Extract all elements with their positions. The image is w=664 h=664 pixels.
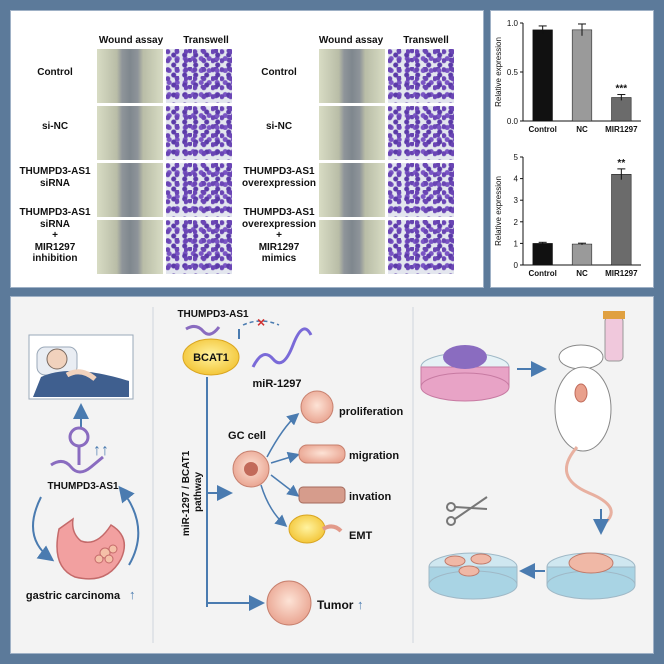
- transwell-image: [388, 163, 454, 217]
- right-row-label: THUMPD3-AS1 overexpression + MIR1297 mim…: [242, 207, 316, 264]
- right-transwell-header: Transwell: [403, 35, 449, 46]
- mirna-icon: [251, 327, 313, 368]
- petri-dish-cells: [420, 345, 510, 402]
- x-tick-label: Control: [528, 269, 556, 278]
- lncrna-top-icon: [185, 324, 221, 336]
- pathway-line: pathway: [193, 472, 204, 512]
- x-tick-label: MIR1297: [605, 125, 638, 134]
- wound-image: [319, 163, 385, 217]
- wound-image: [97, 106, 163, 160]
- lncrna-icon: [50, 426, 104, 474]
- significance-label: **: [617, 158, 625, 169]
- right-wound-header: Wound assay: [318, 35, 384, 46]
- migration-label: migration: [349, 450, 399, 462]
- transwell-image: [166, 220, 232, 274]
- patient-icon: [28, 334, 134, 400]
- bar: [532, 243, 553, 266]
- migration-icon: [298, 444, 346, 464]
- right-row-label: si-NC: [265, 121, 293, 132]
- thumpd3-top-label: THUMPD3-AS1: [177, 309, 249, 320]
- wound-image: [97, 163, 163, 217]
- lncrna-label: THUMPD3-AS1: [47, 481, 119, 492]
- pathway-line: miR-1297 / BCAT1: [181, 450, 192, 536]
- transwell-image: [388, 49, 454, 103]
- x-tick-label: MIR1297: [605, 269, 638, 278]
- y-tick-label: 5: [514, 153, 519, 162]
- left-wound-header: Wound assay: [98, 35, 164, 46]
- wound-image: [319, 49, 385, 103]
- emt-label: EMT: [349, 530, 373, 542]
- transwell-image: [166, 106, 232, 160]
- mir-label: miR-1297: [253, 378, 302, 390]
- y-tick-label: 4: [514, 175, 519, 184]
- left-row-label: THUMPD3-AS1 siRNA + MIR1297 inhibition: [19, 207, 91, 264]
- bar: [532, 29, 553, 122]
- bar: [571, 29, 593, 122]
- left-row-label: Control: [37, 67, 73, 78]
- left-transwell-header: Transwell: [183, 35, 229, 46]
- y-tick-label: 0: [514, 261, 519, 270]
- left-row-label: THUMPD3-AS1 siRNA: [19, 166, 91, 189]
- wound-image: [319, 220, 385, 274]
- bar: [611, 97, 632, 122]
- proliferation-icon: [300, 390, 334, 424]
- proliferation-label: proliferation: [339, 406, 403, 418]
- gc-cell-label: GC cell: [228, 430, 266, 442]
- x-tick-label: Control: [528, 125, 556, 134]
- dish-tumors-left: [428, 552, 518, 600]
- bar-charts: 0.0 0.5 1.0 Relative expression Control NC MIR…: [494, 19, 641, 278]
- wound-image: [97, 220, 163, 274]
- right-row-label: Control: [261, 67, 297, 78]
- wound-image: [97, 49, 163, 103]
- scissors-icon: [446, 496, 488, 526]
- transwell-image: [166, 49, 232, 103]
- pathway-label: miR-1297 / BCAT1 pathway: [181, 448, 204, 536]
- y-tick-label: 1: [514, 239, 519, 248]
- mechanism-diagram: ↑↑ THUMPD3-AS1 gastric carcinoma ↑ THUMP…: [26, 307, 636, 643]
- dish-tumor-right: [546, 552, 636, 600]
- tube-icon: [603, 311, 625, 362]
- tumor-icon: [266, 580, 312, 626]
- y-tick-label: 2: [514, 218, 519, 227]
- right-row-label: THUMPD3-AS1 overexpression: [242, 166, 316, 189]
- emt-icon: [288, 514, 326, 544]
- chart-panel: 0.0 0.5 1.0 Relative expression Control NC MIR…: [490, 10, 654, 288]
- significance-label: ***: [615, 84, 627, 95]
- tumor-label: Tumor: [317, 598, 354, 612]
- up-arrow-gastric: ↑: [129, 587, 136, 602]
- transwell-image: [388, 220, 454, 274]
- x-tick-label: NC: [576, 269, 588, 278]
- transwell-image: [166, 163, 232, 217]
- nucleus-icon: [244, 462, 258, 476]
- mechanism-panel: ↑↑ THUMPD3-AS1 gastric carcinoma ↑ THUMP…: [10, 296, 654, 654]
- y-axis-label: Relative expression: [494, 176, 503, 246]
- stomach-icon: [56, 517, 126, 580]
- transwell-image: [388, 106, 454, 160]
- y-tick-label: 0.5: [507, 68, 519, 77]
- y-tick-label: 0.0: [507, 117, 519, 126]
- up-arrows: ↑↑: [93, 442, 109, 459]
- bcat1-label: BCAT1: [193, 352, 229, 364]
- wound-image: [319, 106, 385, 160]
- y-axis-label: Relative expression: [494, 37, 503, 107]
- y-tick-label: 3: [514, 196, 519, 205]
- cross-icon: ×: [257, 314, 265, 330]
- bcat1-blob: [182, 338, 240, 376]
- bar: [611, 174, 632, 266]
- invasion-label: invation: [349, 491, 391, 503]
- invasion-icon: [298, 486, 346, 504]
- left-row-label: si-NC: [41, 121, 69, 132]
- x-tick-label: NC: [576, 125, 588, 134]
- gastric-label: gastric carcinoma: [26, 590, 121, 602]
- bar: [571, 243, 593, 266]
- mouse-icon: [554, 344, 613, 525]
- y-tick-label: 1.0: [507, 19, 519, 28]
- assay-panel: Wound assay Transwell Wound assay Transw…: [10, 10, 484, 288]
- up-arrow-tumor: ↑: [357, 597, 364, 612]
